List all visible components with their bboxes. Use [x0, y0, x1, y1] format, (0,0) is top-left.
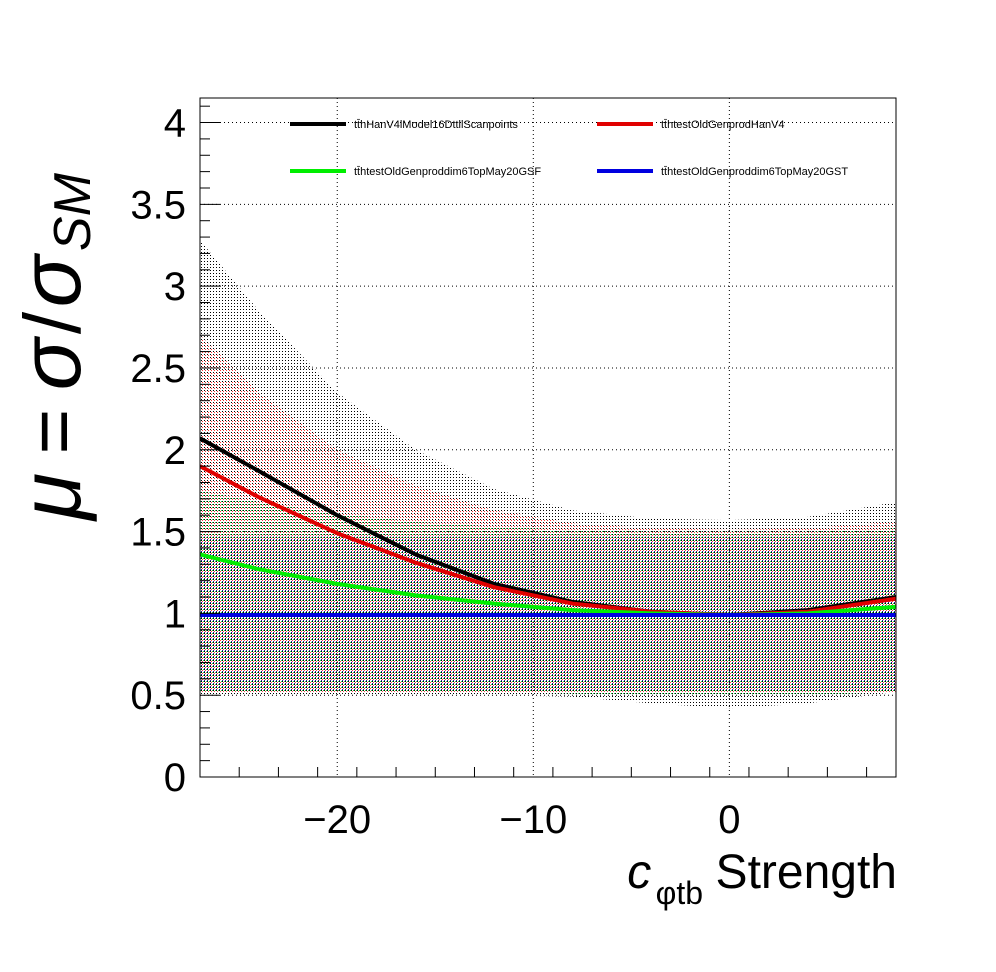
x-axis-title: c φtb Strength — [627, 846, 897, 911]
y-axis-title-sigma-sm: σ — [3, 252, 99, 307]
legend-label-2: tt̄htestOldGenprodHanV4 — [661, 119, 785, 131]
y-tick-label: 2 — [164, 429, 186, 473]
y-axis-title-subscript: SM — [44, 172, 102, 251]
y-axis-title-equals: = — [9, 409, 97, 455]
svg-text:μ = σ /: μ = σ / σ SM — [3, 172, 102, 522]
y-axis-title-sigma: σ — [3, 335, 99, 390]
y-axis-title-mu: μ — [3, 473, 99, 522]
y-axis-title-slash: / — [8, 311, 97, 334]
x-tick-label: 0 — [718, 798, 740, 842]
series-lines — [200, 436, 896, 617]
y-tick-label: 3 — [164, 265, 186, 309]
y-tick-label: 0.5 — [130, 674, 186, 718]
y-tick-label: 1 — [164, 592, 186, 636]
y-tick-label: 3.5 — [130, 183, 186, 227]
grid-lines — [200, 98, 896, 777]
x-axis-title-c: c — [627, 846, 651, 899]
legend: tt̄hHanV4lModel16DttllScanpoints tt̄htest… — [290, 119, 848, 178]
y-tick-label: 1.5 — [130, 511, 186, 555]
plot-frame — [199, 97, 897, 778]
axis-ticks — [199, 105, 868, 778]
x-tick-label: −10 — [499, 798, 567, 842]
x-axis-title-strength: Strength — [716, 846, 897, 899]
y-axis-title: μ = σ / σ SM — [3, 172, 102, 522]
legend-label-4: tt̄htestOldGenproddim6TopMay20GST — [661, 166, 848, 178]
y-tick-label: 4 — [164, 102, 186, 146]
x-axis-title-subscript: φtb — [656, 875, 703, 911]
y-tick-label: 2.5 — [130, 347, 186, 391]
legend-label-3: tt̄htestOldGenproddim6TopMay20GSF — [354, 166, 541, 178]
x-tick-label: −20 — [303, 798, 371, 842]
axis-tick-labels: −20 −10 0 0 0.5 1 1.5 2 2.5 3 3.5 4 — [130, 102, 740, 842]
y-tick-label: 0 — [164, 756, 186, 800]
legend-label-1: tt̄hHanV4lModel16DttllScanpoints — [354, 119, 518, 131]
